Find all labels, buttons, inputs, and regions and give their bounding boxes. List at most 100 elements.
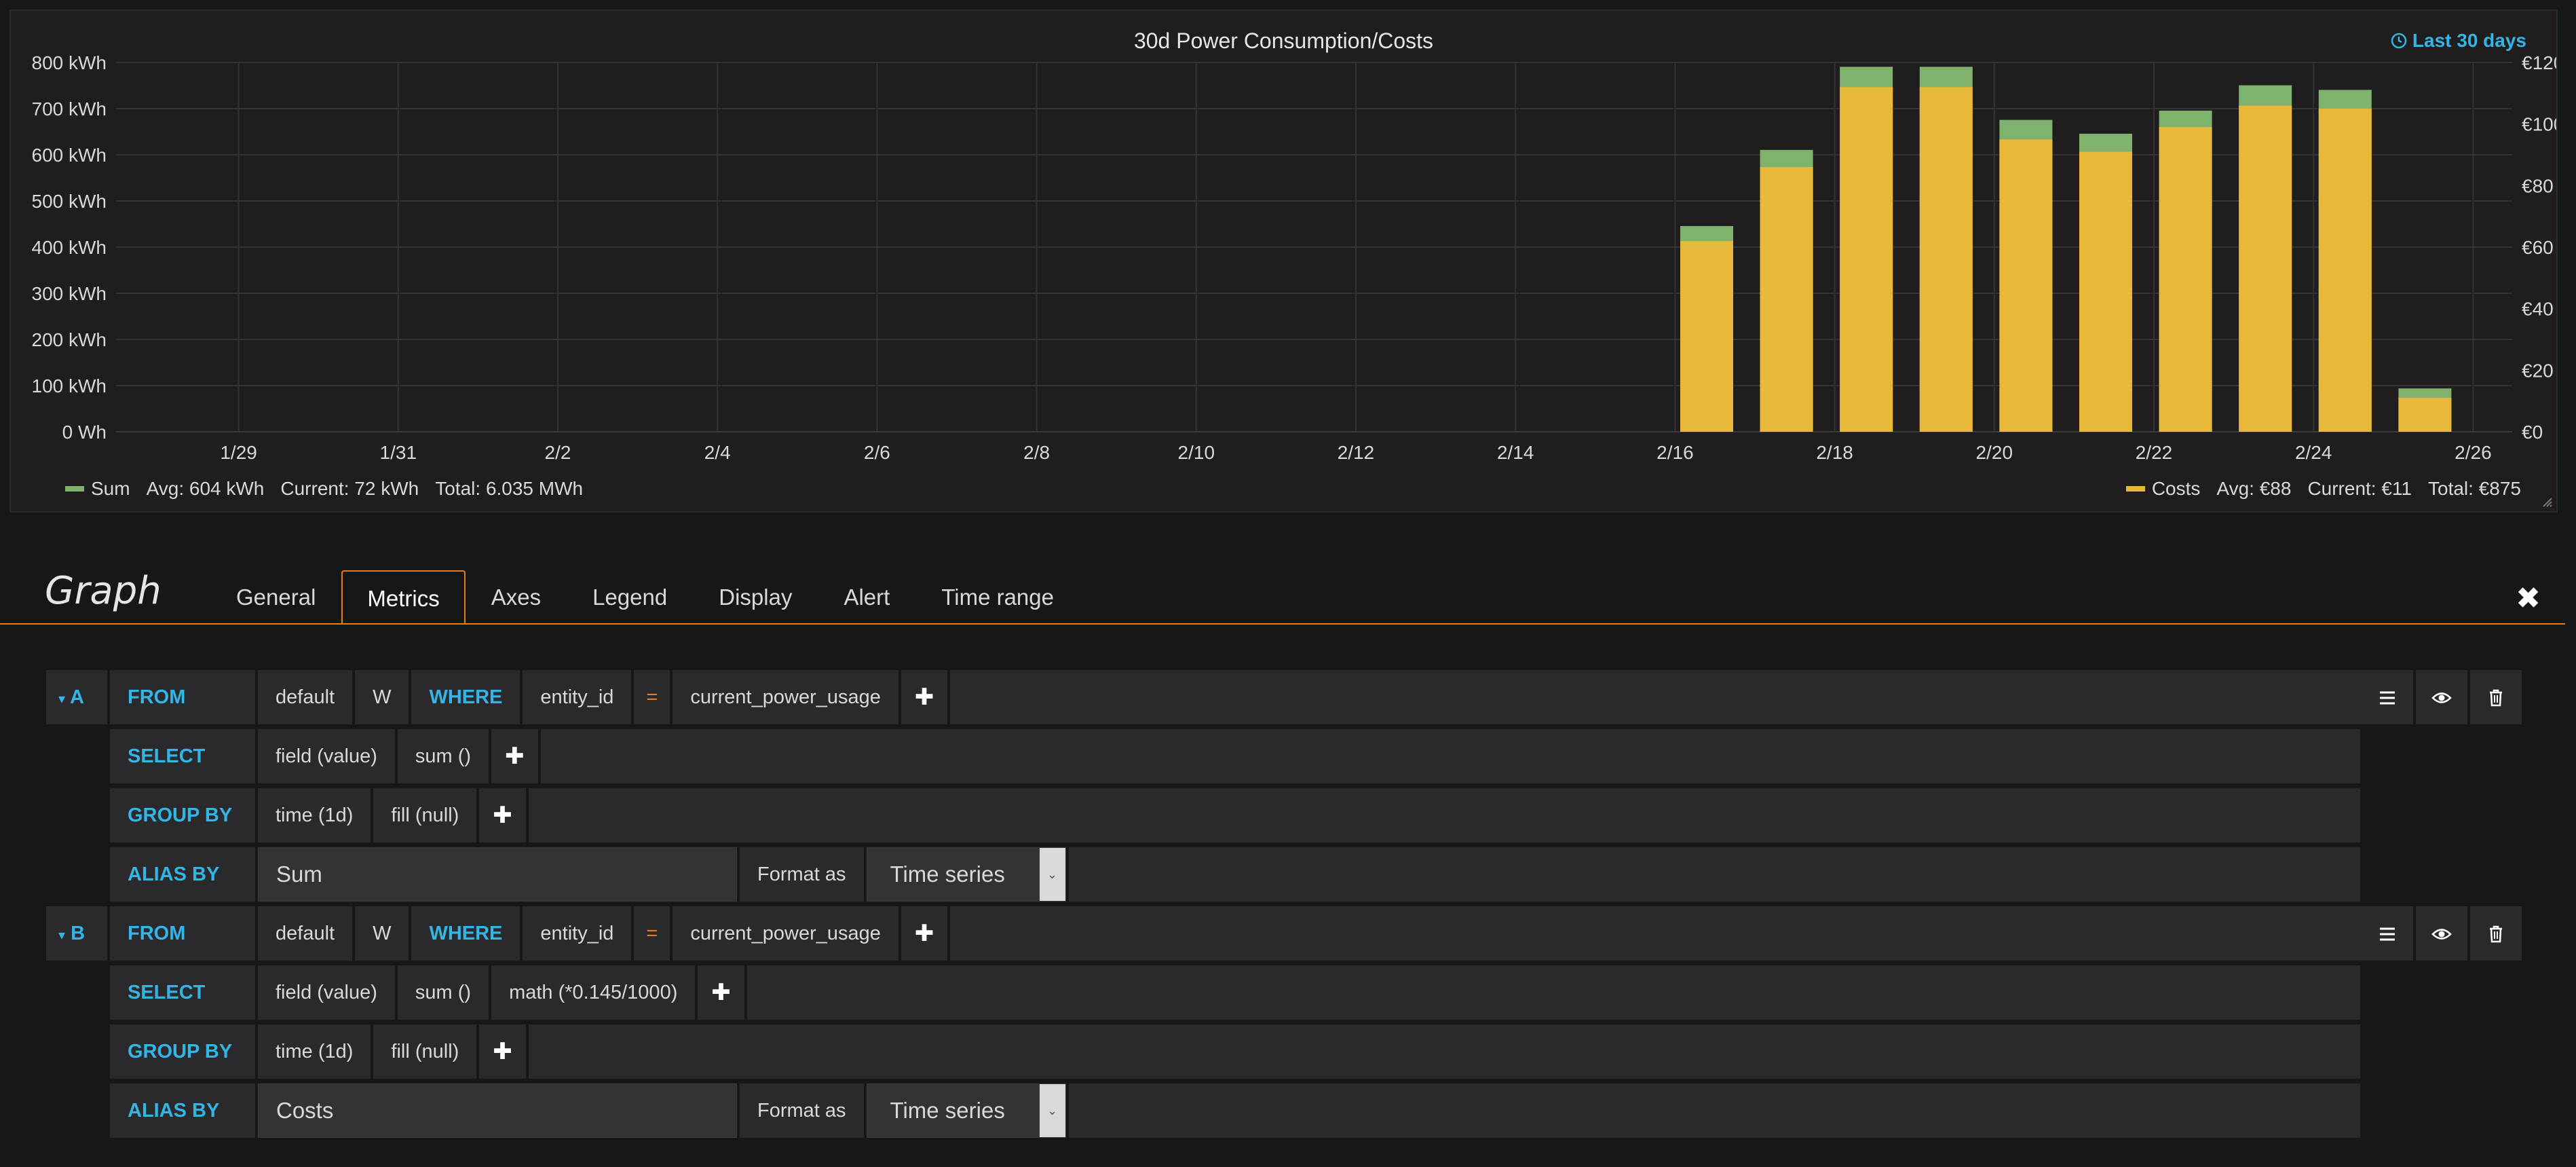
plus-icon[interactable]: ✚ bbox=[491, 729, 538, 783]
tab-metrics[interactable]: Metrics bbox=[341, 570, 466, 625]
eye-icon bbox=[2431, 929, 2452, 940]
legend-costs-current: Current: €11 bbox=[2307, 478, 2412, 499]
query-a-policy[interactable]: default bbox=[258, 670, 353, 724]
y-right-tick-label: €40 bbox=[2522, 299, 2554, 320]
query-b-alias-row: ALIAS BY Costs Format as Time series ⌄ bbox=[46, 1083, 2360, 1138]
x-tick-label: 2/2 bbox=[545, 442, 571, 463]
y-left-tick-label: 600 kWh bbox=[32, 145, 107, 166]
close-icon[interactable]: ✖ bbox=[2516, 582, 2541, 615]
query-b-gutter bbox=[46, 965, 107, 1020]
tab-time-range[interactable]: Time range bbox=[941, 585, 1054, 610]
x-tick-label: 1/31 bbox=[380, 442, 417, 463]
query-b-tag-key[interactable]: entity_id bbox=[523, 906, 632, 961]
query-b-groupby-time[interactable]: time (1d) bbox=[258, 1024, 371, 1079]
plus-icon[interactable]: ✚ bbox=[901, 906, 948, 961]
query-b-select-field[interactable]: field (value) bbox=[258, 965, 395, 1020]
query-a-select-aggregation[interactable]: sum () bbox=[397, 729, 489, 783]
query-a-menu-button[interactable] bbox=[2362, 670, 2413, 724]
legend-sum-total: Total: 6.035 MWh bbox=[435, 478, 584, 499]
x-tick-label: 2/16 bbox=[1656, 442, 1694, 463]
query-a-format-select[interactable]: Time series ⌄ bbox=[866, 847, 1066, 902]
resize-handle-icon[interactable] bbox=[2540, 495, 2552, 507]
query-b-toggle-visibility-button[interactable] bbox=[2416, 906, 2467, 961]
y-left-tick-label: 800 kWh bbox=[32, 52, 107, 73]
y-left-tick-label: 700 kWh bbox=[32, 98, 107, 119]
clock-icon bbox=[2391, 33, 2407, 49]
y-right-tick-label: €100 bbox=[2522, 114, 2556, 135]
bar-costs bbox=[2318, 109, 2372, 432]
query-a-where-label: WHERE bbox=[411, 670, 520, 724]
plus-icon[interactable]: ✚ bbox=[479, 788, 526, 842]
legend-sum[interactable]: Sum Avg: 604 kWh Current: 72 kWh Total: … bbox=[65, 478, 583, 500]
query-b-format-label: Format as bbox=[740, 1083, 864, 1138]
plus-icon[interactable]: ✚ bbox=[479, 1024, 526, 1079]
y-right-tick-label: €80 bbox=[2522, 175, 2554, 196]
y-right-tick-label: €0 bbox=[2522, 422, 2543, 443]
trash-icon bbox=[2490, 690, 2502, 707]
tab-axes[interactable]: Axes bbox=[491, 585, 542, 610]
query-a-from-row: ▾ A FROM default W WHERE entity_id = cur… bbox=[46, 670, 2524, 724]
tab-general[interactable]: General bbox=[236, 585, 316, 610]
bar-costs bbox=[2239, 105, 2292, 432]
chart: 0 Wh 100 kWh 200 kWh 300 kWh 400 kWh 500 kWh 6… bbox=[32, 52, 2557, 463]
query-b-select-aggregation[interactable]: sum () bbox=[397, 965, 489, 1020]
time-range-label: Last 30 days bbox=[2412, 30, 2526, 51]
query-a-toggle-visibility-button[interactable] bbox=[2416, 670, 2467, 724]
query-a-alias-input[interactable]: Sum bbox=[258, 847, 737, 902]
y-right-tick-label: €20 bbox=[2522, 360, 2554, 381]
query-b-tag-value[interactable]: current_power_usage bbox=[673, 906, 898, 961]
bar-costs bbox=[1919, 87, 1973, 432]
legend-costs-name: Costs bbox=[2151, 478, 2201, 499]
query-a-groupby-fill[interactable]: fill (null) bbox=[373, 788, 477, 842]
legend-sum-current: Current: 72 kWh bbox=[280, 478, 419, 499]
plus-icon[interactable]: ✚ bbox=[698, 965, 744, 1020]
tab-display[interactable]: Display bbox=[719, 585, 793, 610]
query-b-gutter bbox=[46, 1024, 107, 1079]
query-b-menu-button[interactable] bbox=[2362, 906, 2413, 961]
query-a-groupby-label: GROUP BY bbox=[110, 788, 255, 842]
time-range-picker[interactable]: Last 30 days bbox=[2391, 30, 2526, 52]
x-tick-label: 1/29 bbox=[220, 442, 257, 463]
panel-title[interactable]: 30d Power Consumption/Costs bbox=[1133, 29, 1434, 53]
query-a-groupby-row: GROUP BY time (1d) fill (null) ✚ bbox=[46, 788, 2360, 842]
plus-icon[interactable]: ✚ bbox=[901, 670, 948, 724]
bar-costs bbox=[2159, 127, 2212, 432]
query-a-format-label: Format as bbox=[740, 847, 864, 902]
query-b-format-value: Time series bbox=[890, 1098, 1005, 1123]
query-a-gutter bbox=[46, 847, 107, 902]
query-b-select-math[interactable]: math (*0.145/1000) bbox=[491, 965, 696, 1020]
y-left-tick-label: 200 kWh bbox=[32, 329, 107, 350]
tab-alert[interactable]: Alert bbox=[844, 585, 890, 610]
query-b-groupby-fill[interactable]: fill (null) bbox=[373, 1024, 477, 1079]
y-right-tick-label: €60 bbox=[2522, 237, 2554, 258]
query-a-tag-key[interactable]: entity_id bbox=[523, 670, 632, 724]
query-a-groupby-time[interactable]: time (1d) bbox=[258, 788, 371, 842]
query-a-operator[interactable]: = bbox=[634, 670, 670, 724]
query-b-measurement[interactable]: W bbox=[355, 906, 409, 961]
legend-costs-avg: Avg: €88 bbox=[2216, 478, 2292, 499]
query-a-tag-value[interactable]: current_power_usage bbox=[673, 670, 898, 724]
query-a-select-field[interactable]: field (value) bbox=[258, 729, 395, 783]
query-b-format-select[interactable]: Time series ⌄ bbox=[866, 1083, 1066, 1138]
panel-editor-header: Graph General Metrics Axes Legend Displa… bbox=[0, 557, 2576, 626]
query-a-measurement[interactable]: W bbox=[355, 670, 409, 724]
hamburger-icon bbox=[2380, 691, 2395, 705]
query-b-delete-button[interactable] bbox=[2470, 906, 2522, 961]
legend-costs[interactable]: Costs Avg: €88 Current: €11 Total: €875 bbox=[2125, 478, 2521, 500]
tab-legend[interactable]: Legend bbox=[592, 585, 668, 610]
chevron-down-icon: ⌄ bbox=[1039, 848, 1065, 901]
query-b-policy[interactable]: default bbox=[258, 906, 353, 961]
query-b-alias-input[interactable]: Costs bbox=[258, 1083, 737, 1138]
chevron-down-icon: ▾ bbox=[58, 928, 66, 943]
query-a-groupby-spacer bbox=[528, 788, 2360, 842]
query-a-select-row: SELECT field (value) sum () ✚ bbox=[46, 729, 2360, 783]
query-a-delete-button[interactable] bbox=[2470, 670, 2522, 724]
query-b-operator[interactable]: = bbox=[634, 906, 670, 961]
x-tick-label: 2/10 bbox=[1178, 442, 1215, 463]
query-a-collapse-toggle[interactable]: ▾ A bbox=[46, 670, 107, 724]
eye-icon bbox=[2431, 692, 2452, 704]
query-b-collapse-toggle[interactable]: ▾ B bbox=[46, 906, 107, 961]
query-a-from-spacer bbox=[950, 670, 2362, 724]
y-left-tick-label: 400 kWh bbox=[32, 237, 107, 258]
editor-title: Graph bbox=[45, 569, 162, 613]
